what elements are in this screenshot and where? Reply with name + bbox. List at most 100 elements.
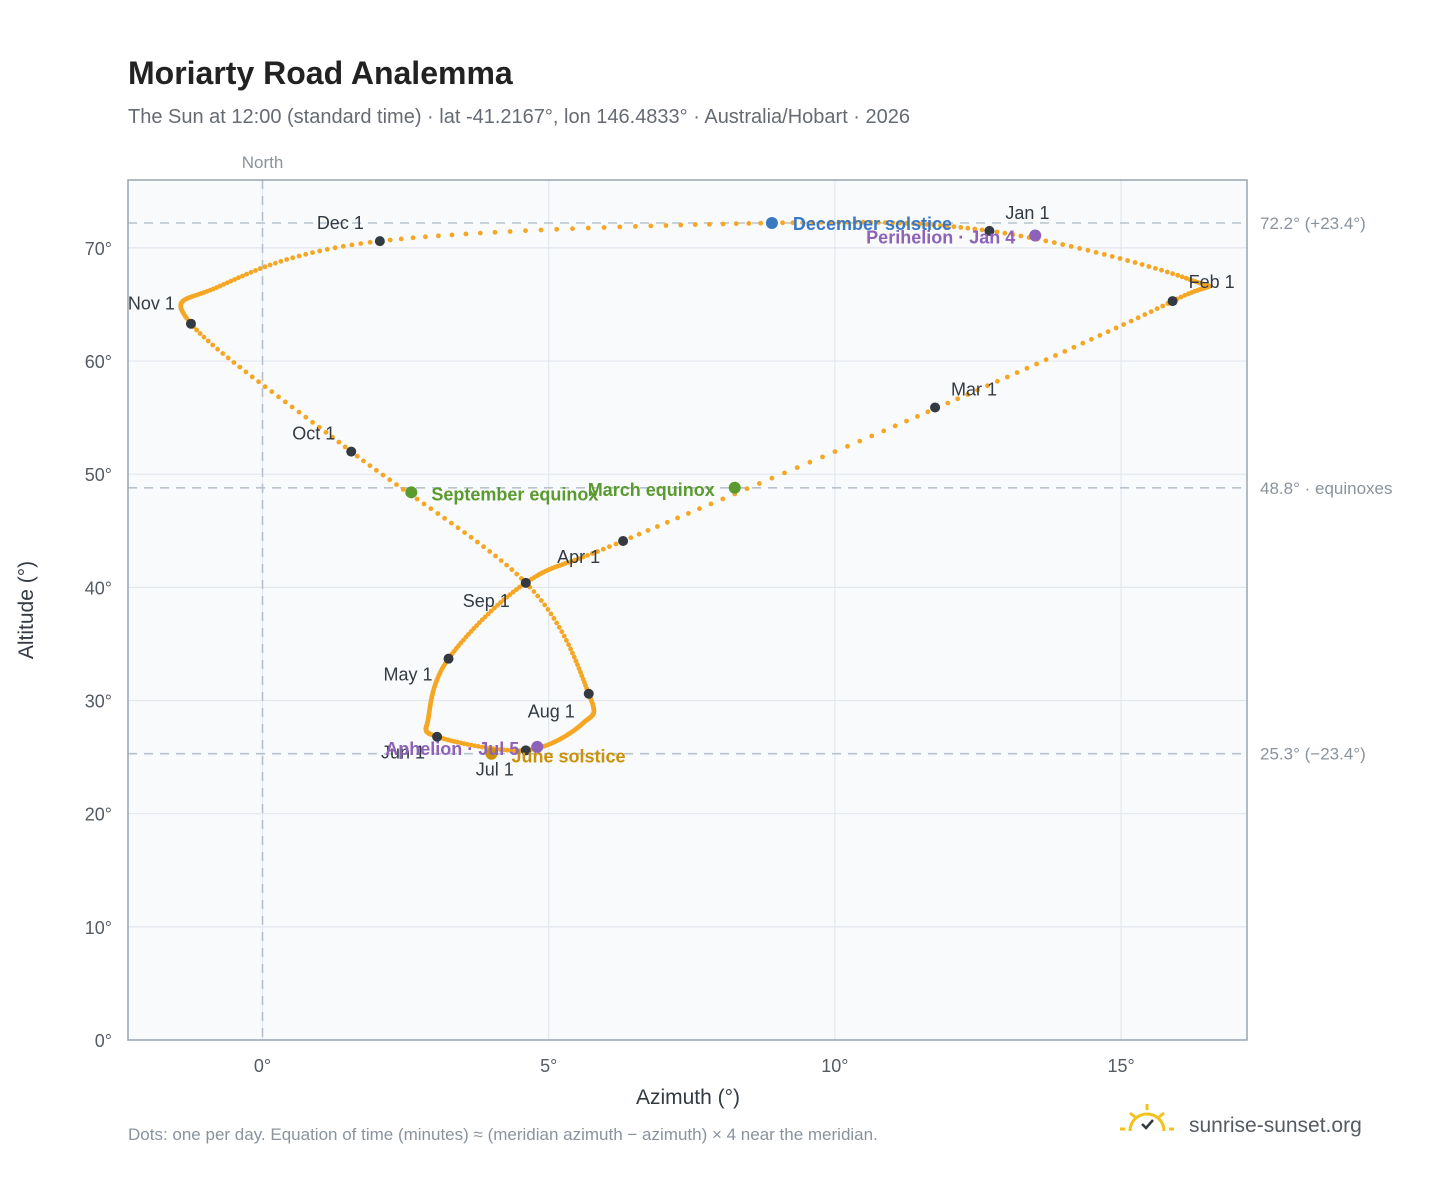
daily-sun-dot: [782, 470, 787, 476]
month-label: Jan 1: [1005, 203, 1049, 223]
daily-sun-dot: [559, 629, 565, 635]
daily-sun-dot: [995, 378, 1000, 384]
daily-sun-dot: [1004, 374, 1010, 380]
y-tick-label: 30°: [85, 692, 112, 712]
daily-sun-dot: [1154, 306, 1160, 312]
daily-sun-dot: [257, 266, 263, 272]
daily-sun-dot: [1024, 365, 1030, 371]
daily-sun-dot: [744, 486, 750, 492]
daily-sun-dot: [244, 271, 250, 277]
daily-sun-dot: [477, 620, 482, 625]
daily-sun-dot: [554, 226, 560, 232]
daily-sun-dot: [628, 535, 634, 541]
daily-sun-dot: [296, 253, 302, 259]
daily-sun-dot: [1139, 262, 1145, 267]
daily-sun-dot: [414, 496, 420, 502]
daily-sun-dot: [1121, 322, 1127, 327]
daily-sun-dot: [262, 264, 268, 270]
daily-sun-dot: [869, 433, 875, 439]
event-label: Aphelion · Jul 5: [385, 739, 519, 759]
daily-sun-dot: [1093, 250, 1099, 255]
daily-sun-dot: [720, 221, 726, 227]
daily-sun-dot: [1182, 292, 1188, 298]
daily-sun-dot: [330, 434, 335, 440]
daily-sun-dot: [545, 607, 551, 612]
daily-sun-dot: [509, 567, 515, 572]
daily-sun-dot: [832, 449, 838, 454]
daily-sun-dot: [220, 351, 226, 356]
daily-sun-dot: [790, 220, 796, 226]
daily-sun-dot: [890, 220, 896, 226]
daily-sun-dot: [296, 409, 302, 415]
daily-sun-dot: [492, 229, 498, 235]
daily-sun-dot: [566, 642, 571, 648]
daily-sun-dot: [436, 233, 441, 239]
x-tick-label: 0°: [254, 1056, 271, 1076]
daily-sun-dot: [542, 602, 548, 608]
daily-sun-dot: [1117, 256, 1123, 261]
daily-sun-dot: [883, 220, 888, 226]
daily-sun-dot: [479, 617, 485, 623]
daily-sun-dot: [215, 346, 221, 352]
daily-sun-dot: [686, 511, 691, 516]
daily-sun-dot: [324, 247, 330, 252]
daily-sun-dot: [972, 226, 978, 232]
daily-sun-dot: [284, 257, 290, 262]
daily-sun-dot: [951, 224, 957, 230]
daily-sun-dot: [477, 230, 483, 236]
daily-sun-dot: [1089, 336, 1094, 342]
daily-sun-dot: [570, 650, 575, 656]
y-tick-label: 10°: [85, 918, 112, 938]
daily-sun-dot: [505, 747, 510, 753]
month-marker: [520, 745, 531, 756]
daily-sun-dot: [707, 221, 712, 227]
grid: [128, 180, 1247, 1041]
daily-sun-dot: [720, 496, 726, 502]
daily-sun-dot: [374, 467, 379, 473]
daily-sun-dot: [475, 539, 480, 545]
daily-sun-dot: [510, 589, 516, 595]
daily-sun-dot: [578, 669, 583, 675]
daily-sun-dot: [1125, 258, 1130, 263]
daily-sun-dot: [303, 414, 309, 420]
daily-sun-dot: [310, 250, 315, 256]
month-marker: [443, 653, 454, 664]
daily-sun-dot: [1175, 272, 1181, 278]
daily-sun-dot: [492, 605, 497, 611]
daily-sun-dot: [1010, 232, 1016, 237]
daily-sun-dot: [225, 355, 231, 361]
daily-sun-dot: [535, 593, 541, 599]
daily-sun-dot: [1002, 230, 1008, 236]
month-marker: [583, 688, 594, 699]
daily-sun-dot: [595, 549, 600, 554]
daily-sun-dot: [571, 654, 577, 660]
daily-sun-dot: [340, 243, 346, 249]
brand-name[interactable]: sunrise-sunset.org: [1189, 1114, 1362, 1137]
daily-sun-dot: [224, 280, 230, 286]
daily-sun-dot: [504, 594, 510, 600]
y-tick-label: 50°: [85, 465, 112, 485]
daily-sun-dot: [256, 379, 261, 385]
y-axis-label: Altitude (°): [15, 561, 38, 659]
daily-sun-dot: [1097, 333, 1103, 338]
daily-sun-dot: [556, 624, 562, 630]
daily-sun-dot: [303, 251, 309, 257]
daily-sun-dot: [336, 439, 342, 445]
month-label: May 1: [384, 665, 433, 685]
event-marker: [485, 747, 498, 760]
event-label: September equinox: [431, 484, 598, 504]
daily-sun-dot: [769, 475, 775, 481]
event-marker: [405, 486, 418, 499]
daily-sun-dot: [498, 600, 503, 605]
daily-sun-dot: [221, 282, 227, 287]
daily-sun-dot: [575, 662, 580, 668]
daily-sun-dot: [1034, 361, 1039, 367]
daily-sun-dot: [600, 546, 606, 552]
daily-sun-dot: [1178, 294, 1184, 300]
footnote: Dots: one per day. Equation of time (min…: [128, 1125, 878, 1144]
daily-sun-dot: [398, 236, 404, 242]
y-tick-label: 0°: [95, 1031, 112, 1051]
daily-sun-dot: [481, 544, 486, 550]
month-marker: [185, 318, 196, 329]
